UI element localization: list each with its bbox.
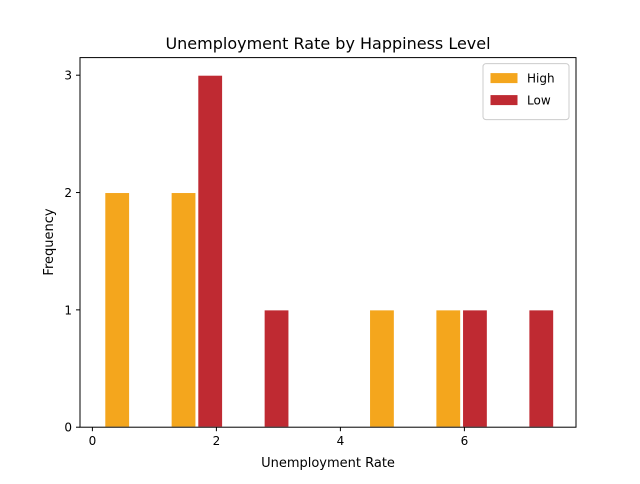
y-tick-label: 3 [64, 69, 72, 83]
y-tick-label: 0 [64, 421, 72, 435]
legend-label-high: High [527, 72, 555, 86]
bar-low-3 [528, 309, 555, 428]
x-tick-label: 4 [337, 434, 345, 448]
bar-high-1 [170, 192, 197, 428]
x-tick-label: 2 [213, 434, 221, 448]
legend-swatch-low [489, 94, 519, 107]
y-tick-label: 2 [64, 186, 72, 200]
x-axis: 0 2 4 6 [89, 427, 469, 448]
legend-label-low: Low [527, 94, 551, 108]
bar-low-2 [462, 309, 488, 428]
bar-low-0 [197, 74, 224, 428]
chart-title: Unemployment Rate by Happiness Level [165, 34, 490, 53]
bar-high-3 [435, 309, 462, 428]
x-tick-label: 6 [461, 434, 469, 448]
x-axis-label: Unemployment Rate [261, 456, 395, 471]
y-axis-label: Frequency [42, 208, 57, 275]
bar-high-2 [369, 309, 395, 428]
bar-high-0 [104, 192, 131, 428]
y-axis: 0 1 2 3 [64, 69, 80, 435]
bar-low-1 [263, 309, 290, 428]
x-tick-label: 0 [89, 434, 97, 448]
bars-layer [104, 74, 555, 428]
plot-frame [79, 57, 577, 428]
legend-box [482, 63, 570, 121]
legend-swatch-high [489, 72, 519, 85]
legend: High Low [482, 63, 570, 121]
y-tick-label: 1 [64, 303, 72, 317]
